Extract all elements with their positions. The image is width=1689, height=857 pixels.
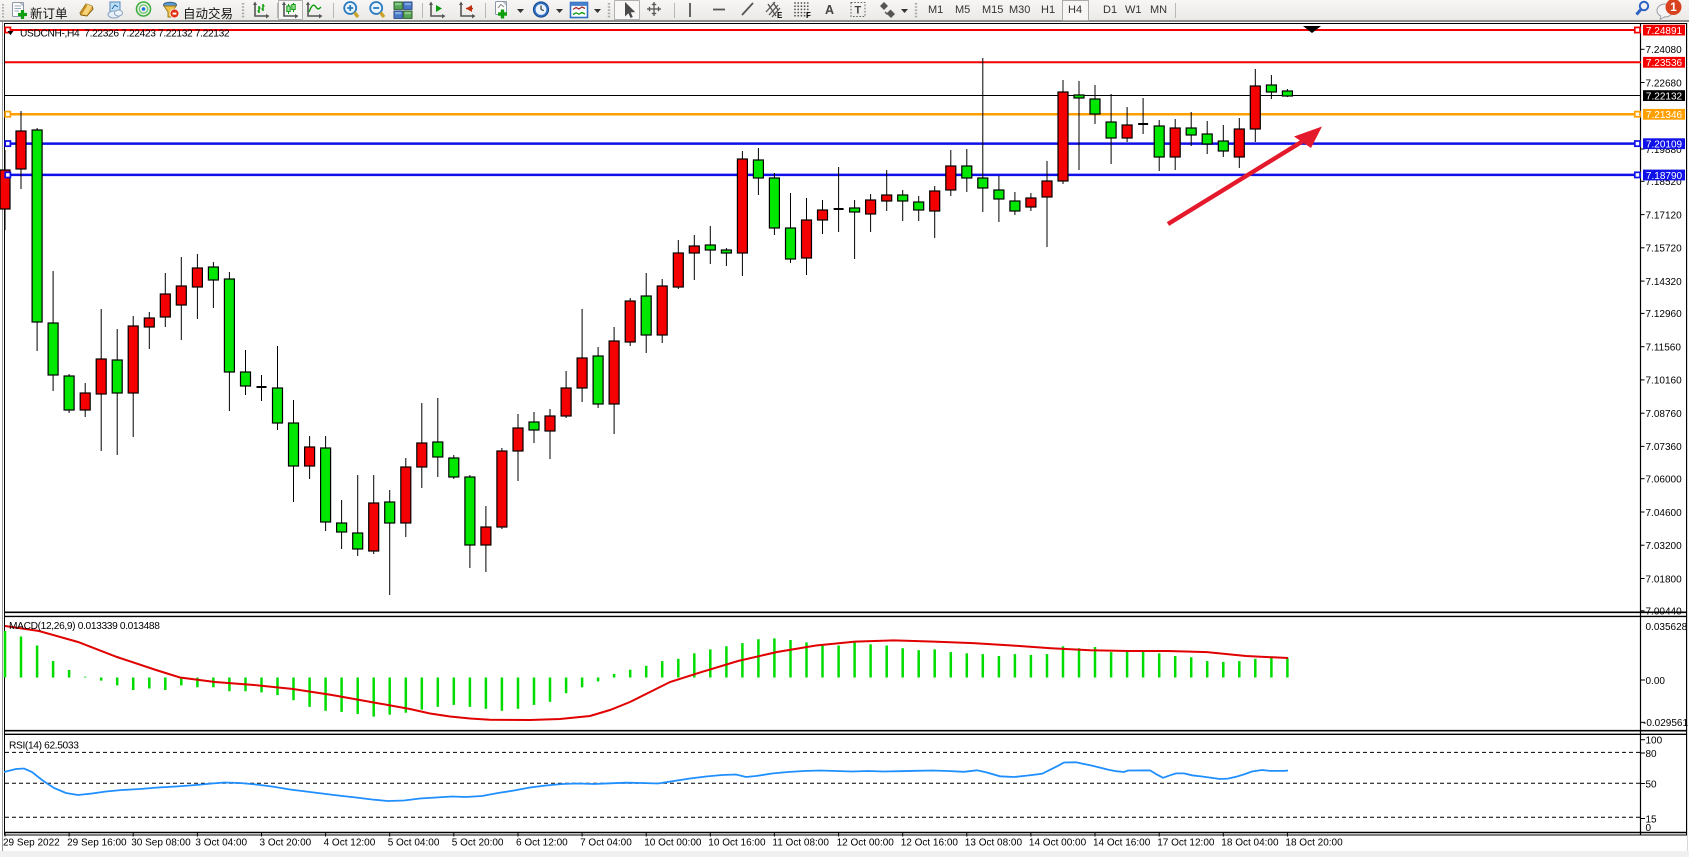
svg-text:29 Sep 16:00: 29 Sep 16:00 — [67, 838, 127, 849]
svg-text:7.11560: 7.11560 — [1646, 343, 1682, 354]
svg-text:7.23536: 7.23536 — [1646, 58, 1683, 69]
svg-text:7.00440: 7.00440 — [1646, 607, 1683, 618]
svg-text:12 Oct 00:00: 12 Oct 00:00 — [837, 838, 895, 849]
svg-text:RSI(14) 62.5033: RSI(14) 62.5033 — [9, 741, 79, 752]
svg-text:7.12960: 7.12960 — [1646, 309, 1683, 320]
svg-text:7.14320: 7.14320 — [1646, 277, 1683, 288]
svg-text:T: T — [855, 5, 862, 17]
svg-text:14 Oct 00:00: 14 Oct 00:00 — [1029, 838, 1087, 849]
svg-text:7.20109: 7.20109 — [1646, 140, 1683, 151]
svg-text:7.18790: 7.18790 — [1646, 171, 1683, 182]
svg-text:7.07360: 7.07360 — [1646, 442, 1683, 453]
svg-text:7.06000: 7.06000 — [1646, 475, 1683, 486]
svg-text:7.03200: 7.03200 — [1646, 541, 1683, 552]
svg-text:7.22680: 7.22680 — [1646, 78, 1683, 89]
svg-text:5 Oct 20:00: 5 Oct 20:00 — [452, 838, 504, 849]
svg-text:6 Oct 12:00: 6 Oct 12:00 — [516, 838, 568, 849]
svg-text:7.10160: 7.10160 — [1646, 376, 1683, 387]
svg-text:F: F — [806, 11, 811, 20]
svg-text:MACD(12,26,9) 0.013339 0.01348: MACD(12,26,9) 0.013339 0.013488 — [9, 621, 160, 632]
svg-text:18 Oct 20:00: 18 Oct 20:00 — [1285, 838, 1343, 849]
svg-text:7.08760: 7.08760 — [1646, 409, 1683, 420]
svg-text:7.17120: 7.17120 — [1646, 210, 1683, 221]
svg-text:7.24891: 7.24891 — [1646, 26, 1683, 37]
svg-text:12 Oct 16:00: 12 Oct 16:00 — [901, 838, 959, 849]
svg-text:7.15720: 7.15720 — [1646, 244, 1683, 255]
svg-text:15: 15 — [1646, 814, 1658, 825]
svg-text:0.035628: 0.035628 — [1646, 622, 1688, 633]
svg-text:7.18520: 7.18520 — [1646, 177, 1683, 188]
svg-text:0.00: 0.00 — [1646, 676, 1666, 687]
svg-text:18 Oct 04:00: 18 Oct 04:00 — [1221, 838, 1279, 849]
svg-text:11 Oct 08:00: 11 Oct 08:00 — [772, 838, 829, 849]
svg-text:5 Oct 04:00: 5 Oct 04:00 — [388, 838, 440, 849]
svg-text:17 Oct 12:00: 17 Oct 12:00 — [1157, 838, 1215, 849]
svg-text:80: 80 — [1646, 749, 1658, 760]
svg-text:50: 50 — [1646, 779, 1658, 790]
svg-text:7.22132: 7.22132 — [1646, 91, 1683, 102]
svg-text:7.21346: 7.21346 — [1646, 110, 1683, 121]
svg-text:E: E — [777, 11, 783, 20]
svg-text:29 Sep 2022: 29 Sep 2022 — [3, 838, 60, 849]
svg-text:7.04600: 7.04600 — [1646, 508, 1683, 519]
svg-text:1: 1 — [1670, 0, 1677, 14]
svg-text:100: 100 — [1646, 736, 1663, 747]
svg-text:7.19880: 7.19880 — [1646, 145, 1683, 156]
svg-text:7.24080: 7.24080 — [1646, 45, 1683, 56]
svg-text:10 Oct 16:00: 10 Oct 16:00 — [708, 838, 766, 849]
svg-text:7.01800: 7.01800 — [1646, 574, 1683, 585]
svg-text:14 Oct 16:00: 14 Oct 16:00 — [1093, 838, 1151, 849]
svg-text:7 Oct 04:00: 7 Oct 04:00 — [580, 838, 632, 849]
svg-text:-0.029561: -0.029561 — [1643, 718, 1688, 729]
svg-text:0: 0 — [1646, 823, 1652, 834]
svg-text:10 Oct 00:00: 10 Oct 00:00 — [644, 838, 702, 849]
svg-text:4 Oct 12:00: 4 Oct 12:00 — [324, 838, 376, 849]
svg-text:USDCNH-,H4 7.22326 7.22423 7.: USDCNH-,H4 7.22326 7.22423 7.22132 7.221… — [20, 29, 230, 40]
svg-text:30 Sep 08:00: 30 Sep 08:00 — [131, 838, 191, 849]
svg-text:3 Oct 20:00: 3 Oct 20:00 — [260, 838, 312, 849]
svg-text:13 Oct 08:00: 13 Oct 08:00 — [965, 838, 1023, 849]
svg-text:3 Oct 04:00: 3 Oct 04:00 — [195, 838, 247, 849]
